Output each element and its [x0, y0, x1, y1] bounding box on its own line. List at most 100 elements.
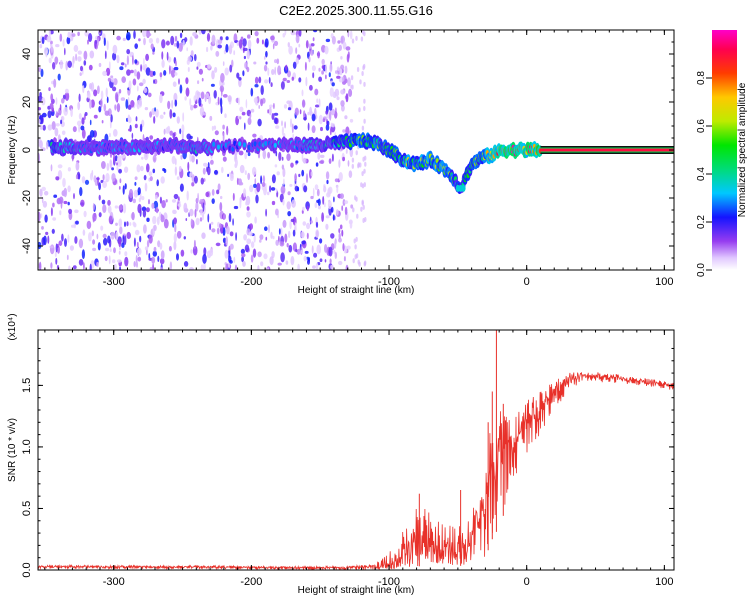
noise-blob [53, 78, 57, 88]
noise-blob [55, 243, 58, 253]
noise-blob [131, 132, 134, 139]
noise-blob [97, 176, 99, 187]
noise-blob [195, 217, 200, 226]
noise-blob [247, 39, 252, 50]
noise-blob [228, 212, 232, 223]
noise-blob [172, 132, 176, 139]
noise-blob [238, 39, 243, 49]
noise-blob [57, 164, 63, 169]
noise-blob [89, 99, 92, 109]
noise-blob [189, 153, 192, 162]
noise-blob [287, 191, 291, 196]
colorbar-tick-label: 0.4 [696, 167, 707, 181]
noise-blob [338, 44, 342, 51]
noise-blob [171, 199, 177, 203]
noise-blob [77, 56, 82, 62]
noise-blob [325, 215, 330, 219]
noise-blob [118, 218, 123, 227]
noise-blob [110, 231, 115, 240]
noise-blob [233, 256, 236, 263]
noise-blob [206, 250, 212, 259]
noise-blob [185, 77, 189, 85]
noise-blob [44, 190, 49, 196]
noise-blob [134, 229, 140, 236]
noise-blob [306, 222, 311, 230]
noise-blob [79, 72, 82, 76]
noise-blob [69, 245, 74, 251]
noise-blob [355, 35, 358, 41]
noise-blob [318, 114, 323, 125]
noise-blob [232, 218, 234, 226]
noise-blob [273, 117, 278, 124]
noise-blob [127, 128, 132, 132]
noise-blob [244, 170, 247, 176]
snr-line [38, 372, 674, 570]
noise-blob [67, 201, 70, 206]
noise-blob [319, 160, 324, 164]
noise-blob [163, 111, 166, 115]
noise-blob [160, 213, 163, 220]
noise-blob [270, 82, 273, 87]
noise-blob [336, 186, 339, 194]
noise-blob [75, 53, 78, 62]
snr-multiplier: (x10⁴) [7, 313, 18, 340]
noise-blob [101, 199, 106, 205]
noise-blob [254, 84, 259, 88]
noise-blob [113, 153, 116, 164]
noise-blob [321, 58, 325, 66]
noise-blob [122, 37, 126, 42]
noise-blob [346, 245, 351, 250]
noise-blob [217, 183, 221, 191]
noise-blob [222, 156, 227, 162]
noise-blob [89, 50, 95, 59]
noise-blob [97, 242, 101, 251]
noise-blob [220, 105, 223, 114]
colorbar-tick-label: 0.0 [696, 263, 707, 277]
snr-panel: -300 -200 -100 0 100 0.0 0.5 1.0 1.5 Height of … [7, 313, 675, 596]
noise-blob [256, 182, 261, 193]
noise-blob [104, 255, 108, 262]
noise-blob [260, 261, 264, 267]
noise-blob [89, 119, 92, 126]
noise-blob [274, 59, 278, 64]
noise-blob [198, 97, 202, 107]
noise-blob [87, 39, 89, 45]
noise-blob [254, 76, 259, 84]
noise-blob [189, 36, 193, 46]
noise-blob [260, 85, 264, 96]
noise-blob [133, 30, 136, 39]
figure-title: C2E2.2025.300.11.55.G16 [279, 3, 433, 18]
snr-series [38, 330, 674, 570]
noise-blob [272, 235, 275, 240]
noise-blob [78, 259, 84, 266]
noise-blob [269, 185, 272, 193]
noise-blob [241, 253, 246, 258]
noise-blob [63, 106, 69, 116]
noise-blob [328, 102, 333, 111]
noise-blob [139, 123, 143, 132]
noise-blob [303, 185, 308, 193]
noise-blob [140, 64, 143, 72]
noise-blob [326, 179, 329, 185]
noise-blob [342, 199, 346, 206]
noise-blob [198, 68, 203, 75]
noise-blob [72, 62, 74, 69]
noise-blob [185, 87, 190, 97]
noise-blob [189, 171, 193, 177]
noise-blob [55, 257, 58, 265]
ridge-core [273, 142, 277, 148]
noise-blob [118, 250, 121, 255]
noise-blob [235, 232, 238, 241]
noise-blob [280, 185, 286, 194]
snr-y-ticks: 0.0 0.5 1.0 1.5 [21, 347, 674, 578]
noise-blob [224, 249, 229, 259]
noise-blob [47, 124, 53, 131]
noise-blob [119, 66, 124, 71]
noise-blob [361, 71, 364, 76]
noise-blob [185, 218, 188, 221]
noise-blob [225, 236, 228, 246]
noise-blob [193, 104, 198, 109]
noise-blob [68, 208, 73, 214]
noise-blob [126, 69, 131, 76]
noise-blob [247, 117, 252, 125]
